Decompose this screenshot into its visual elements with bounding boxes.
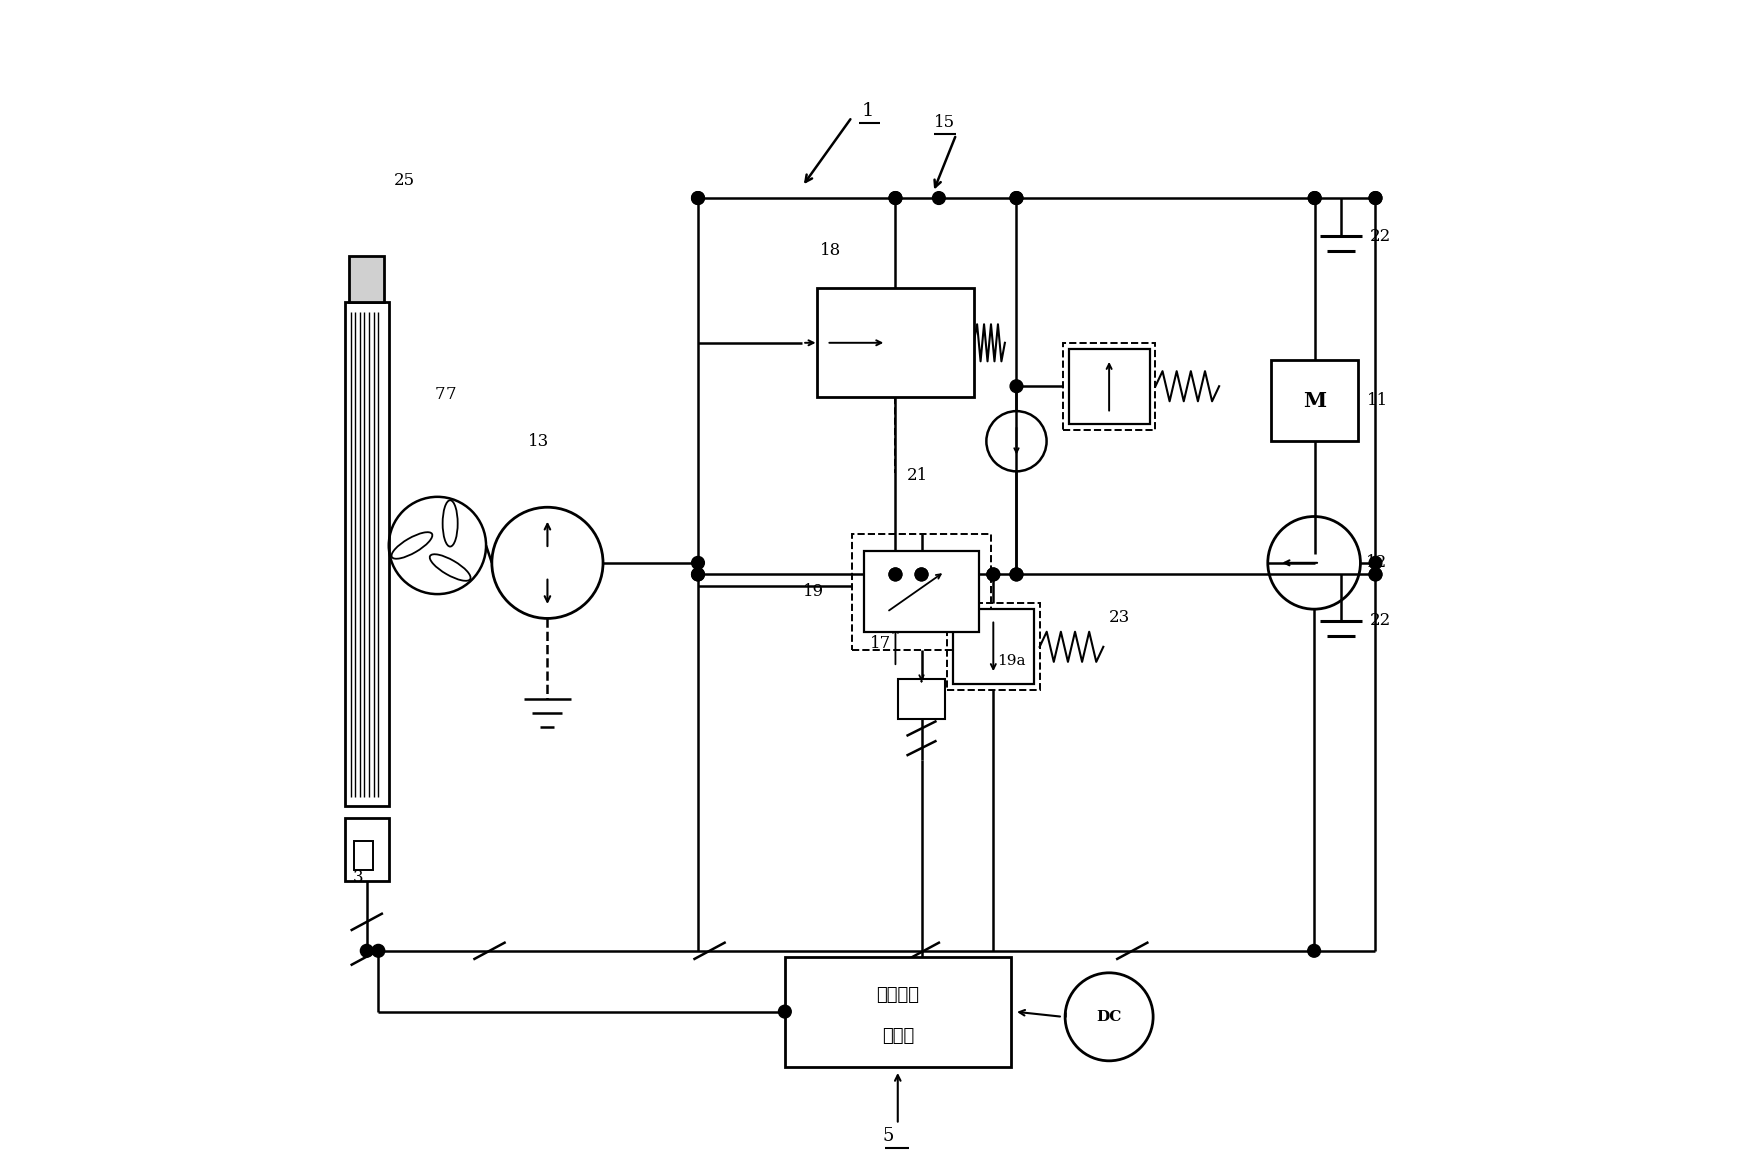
Circle shape bbox=[1011, 192, 1023, 204]
Bar bbox=[899, 679, 944, 720]
Circle shape bbox=[691, 557, 704, 570]
Circle shape bbox=[986, 568, 1000, 581]
Circle shape bbox=[1369, 568, 1381, 581]
Circle shape bbox=[1307, 192, 1322, 204]
Text: 模拟控制: 模拟控制 bbox=[876, 986, 920, 1004]
Circle shape bbox=[1307, 945, 1320, 958]
Circle shape bbox=[1369, 192, 1381, 204]
Circle shape bbox=[1011, 568, 1023, 581]
Text: 22: 22 bbox=[1369, 227, 1392, 245]
Text: 5: 5 bbox=[883, 1127, 895, 1145]
Circle shape bbox=[890, 192, 902, 204]
Bar bbox=[863, 551, 979, 633]
Text: DC: DC bbox=[1097, 1010, 1121, 1024]
Bar bbox=[948, 604, 1039, 690]
Bar bbox=[818, 288, 974, 397]
Bar bbox=[349, 255, 384, 302]
Text: 主体部: 主体部 bbox=[881, 1027, 914, 1044]
Circle shape bbox=[360, 945, 374, 958]
Circle shape bbox=[779, 1006, 792, 1018]
Text: 7: 7 bbox=[446, 387, 456, 403]
Text: 3: 3 bbox=[353, 870, 363, 886]
Bar bbox=[1271, 360, 1358, 441]
Circle shape bbox=[914, 568, 928, 581]
Circle shape bbox=[890, 568, 902, 581]
Bar bbox=[1069, 348, 1150, 424]
Text: 12: 12 bbox=[1365, 554, 1388, 571]
Bar bbox=[344, 302, 390, 806]
Circle shape bbox=[1307, 192, 1322, 204]
Bar bbox=[784, 956, 1011, 1067]
Text: 21: 21 bbox=[907, 468, 928, 484]
Text: 19: 19 bbox=[804, 584, 825, 600]
Bar bbox=[355, 840, 372, 870]
Text: M: M bbox=[1304, 390, 1327, 410]
Circle shape bbox=[932, 192, 946, 204]
Text: 15: 15 bbox=[934, 114, 955, 131]
Text: 1: 1 bbox=[862, 102, 874, 121]
Text: 18: 18 bbox=[820, 241, 841, 259]
Circle shape bbox=[372, 945, 384, 958]
Circle shape bbox=[691, 192, 704, 204]
Circle shape bbox=[691, 568, 704, 581]
Circle shape bbox=[1369, 557, 1381, 570]
Bar bbox=[851, 534, 992, 649]
Text: 23: 23 bbox=[1109, 609, 1130, 626]
Text: 7: 7 bbox=[435, 387, 446, 403]
Bar bbox=[953, 609, 1034, 684]
Text: 13: 13 bbox=[528, 432, 549, 450]
Circle shape bbox=[691, 192, 704, 204]
Circle shape bbox=[1369, 192, 1381, 204]
Bar bbox=[1064, 342, 1155, 430]
Circle shape bbox=[914, 568, 928, 581]
Text: 22: 22 bbox=[1369, 612, 1392, 629]
Circle shape bbox=[691, 568, 704, 581]
Circle shape bbox=[890, 192, 902, 204]
Circle shape bbox=[1369, 568, 1381, 581]
Circle shape bbox=[1011, 380, 1023, 393]
Circle shape bbox=[1011, 568, 1023, 581]
Text: 19a: 19a bbox=[997, 654, 1025, 668]
Circle shape bbox=[1011, 192, 1023, 204]
Bar bbox=[344, 818, 390, 881]
Text: 17: 17 bbox=[870, 635, 892, 653]
Circle shape bbox=[986, 568, 1000, 581]
Text: 11: 11 bbox=[1367, 393, 1388, 409]
Text: 25: 25 bbox=[393, 172, 414, 189]
Circle shape bbox=[890, 568, 902, 581]
